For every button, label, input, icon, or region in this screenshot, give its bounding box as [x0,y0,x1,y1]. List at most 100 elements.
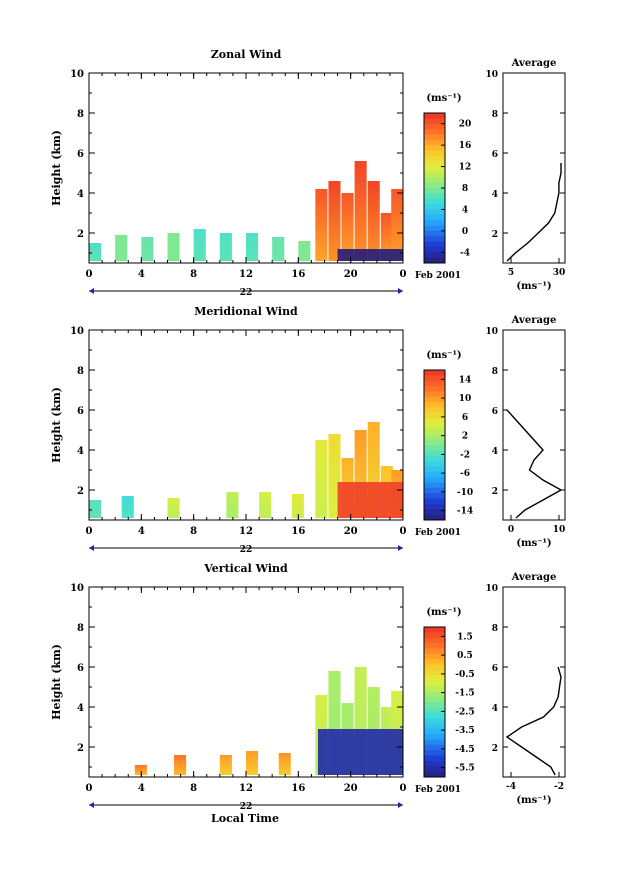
colorbar-segment [424,691,445,698]
heatmap-cell [134,765,147,775]
y-axis-label: Height (km) [50,130,63,206]
colorbar-segment [424,386,445,392]
meridional-wind-panel: Meridional Wind 2 4 6 8 10 Height (km) 0 4 8 12 16 2… [50,305,566,555]
average-y-tick-label: 8 [492,110,498,120]
x-tick-label: 16 [291,783,305,794]
heatmap-cell [315,189,328,261]
x-tick-label: 20 [344,526,358,537]
colorbar-segment [424,182,445,189]
x-tick-label: 4 [138,269,145,280]
colorbar-label: -4 [460,248,470,258]
x-tick-label: 0 [86,526,93,537]
colorbar-segment [424,428,445,435]
colorbar-segment [424,241,445,248]
colorbar-segment [424,739,445,746]
colorbar-label: -6 [460,469,470,479]
date-label: Feb 2001 [415,528,461,538]
y-tick-label: 4 [77,446,84,457]
colorbar-label: 1.5 [457,632,473,642]
colorbar-segment [424,214,445,221]
colorbar-segment [424,188,445,194]
heatmap-cell [328,181,341,261]
heatmap-cell [315,440,328,518]
average-profile-line [506,409,563,519]
panel-title: Vertical Wind [203,562,288,575]
colorbar-segment [424,145,445,151]
colorbar-label: 0 [462,227,468,237]
average-title: Average [511,58,557,69]
heatmap-cell [219,233,232,261]
colorbar-label: 6 [462,413,468,423]
colorbar-segment [424,198,445,205]
colorbar-label: 4 [462,205,468,215]
colorbar-segment [424,166,445,173]
heatmap-cell [121,496,134,518]
day-axis-arrow-left [89,545,94,551]
day-axis-arrow-right [398,802,403,808]
colorbar-segment [424,139,445,146]
date-label: Feb 2001 [415,271,461,281]
colorbar-segment [424,370,445,376]
average-y-tick-label: 8 [492,624,498,634]
heatmap-cell [89,500,102,518]
colorbar-segment [424,766,445,773]
colorbar-segment [424,450,445,457]
colorbar-segment [424,455,445,462]
date-label: Feb 2001 [415,785,461,795]
colorbar-segment [424,675,445,682]
colorbar-segment [424,760,445,767]
colorbar-label: 14 [459,375,472,385]
y-axis-label: Height (km) [50,644,63,720]
heatmap-cell [115,235,128,261]
colorbar-segment [424,171,445,178]
heatmap-cell [219,755,232,775]
colorbar-label: -0.5 [455,670,474,680]
average-y-tick-label: 2 [492,744,498,754]
colorbar-segment [424,204,445,210]
colorbar-label: -5.5 [455,764,474,774]
average-x-tick-label: -2 [554,782,564,792]
colorbar-segment [424,509,445,516]
colorbar-label: -2 [460,450,470,460]
colorbar-segment [424,209,445,216]
heatmap-cell [174,755,187,775]
heatmap-low-layer [337,482,403,518]
y-tick-label: 8 [77,109,84,120]
heatmap-cell [328,434,341,518]
colorbar-segment [424,734,445,740]
average-profile-line [505,666,562,776]
colorbar-segment [424,407,445,414]
average-y-tick-label: 2 [492,230,498,240]
average-y-tick-label: 4 [492,190,498,200]
average-x-tick-label: 10 [553,525,566,535]
y-tick-label: 6 [77,149,84,160]
y-tick-label: 2 [77,486,84,497]
x-tick-label: 8 [190,526,197,537]
colorbar-label: -14 [457,507,473,517]
average-y-tick-label: 4 [492,704,498,714]
colorbar-segment [424,750,445,757]
colorbar-segment [424,155,445,162]
colorbar-segment [424,653,445,660]
heatmap-cell [167,233,180,261]
colorbar-frame [423,626,446,778]
x-tick-label: 20 [344,269,358,280]
heatmap-cell [278,753,291,775]
colorbar-segment [424,423,445,430]
colorbar-segment [424,402,445,408]
colorbar-label: -10 [457,488,473,498]
colorbar-segment [424,134,445,141]
average-x-tick-label: 5 [508,268,514,278]
colorbar-label: 16 [459,141,472,151]
y-tick-label: 8 [77,366,84,377]
x-tick-label: 12 [239,783,253,794]
colorbar-segment [424,150,445,157]
colorbar-label: 12 [459,163,472,173]
heatmap-cell [226,492,239,518]
heatmap-cell [354,161,367,261]
colorbar-segment [424,445,445,451]
y-tick-label: 2 [77,229,84,240]
colorbar-segment [424,487,445,494]
